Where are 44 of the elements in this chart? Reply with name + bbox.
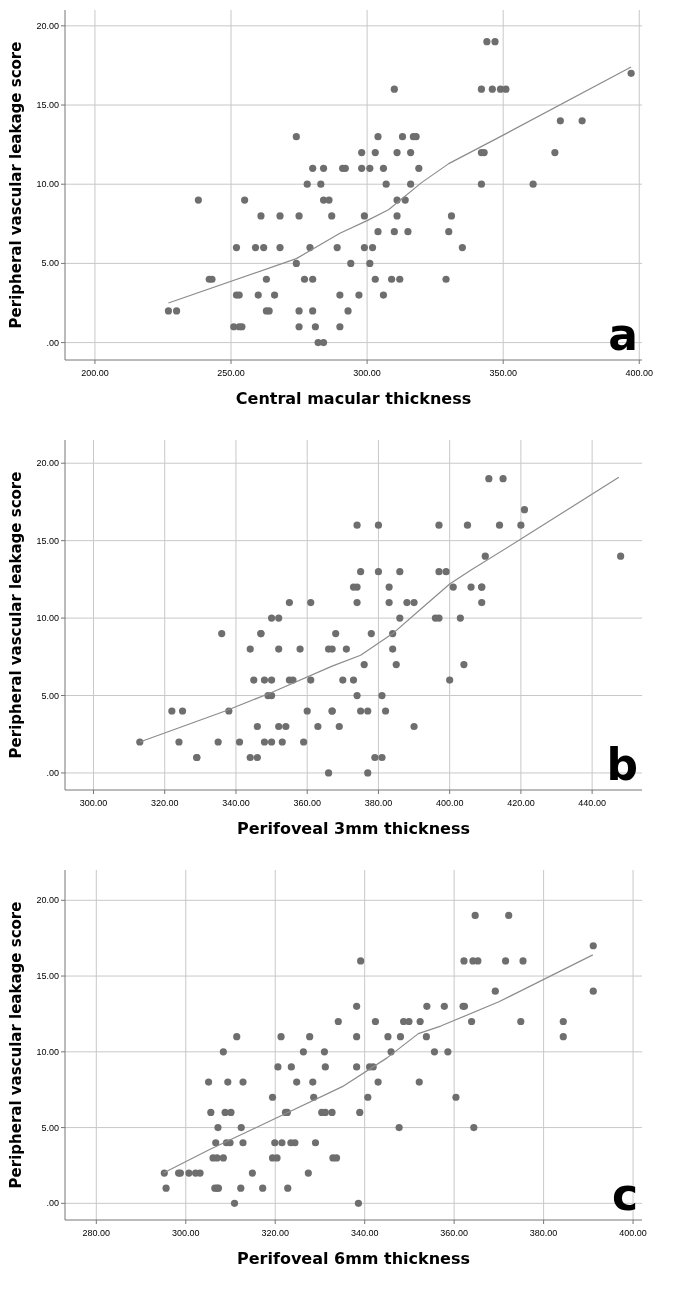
annotation: c [611, 1169, 638, 1220]
y-tick-label: .00 [46, 1198, 59, 1209]
x-tick-label: 420.00 [507, 798, 535, 808]
x-tick-label: 400.00 [619, 1228, 647, 1238]
x-tick-label: 320.00 [261, 1228, 289, 1238]
x-tick-label: 400.00 [625, 368, 654, 378]
x-tick-label: 360.00 [293, 798, 321, 808]
y-tick-label: .00 [46, 337, 59, 348]
x-axis-title: Perifoveal 3mm thickness [236, 819, 471, 838]
annotation: b [606, 739, 638, 790]
y-axis-title: Peripheral vascular leakage score [7, 41, 25, 329]
x-axis-title: Central macular thickness [235, 389, 472, 408]
y-tick-label: 15.00 [36, 971, 59, 982]
y-tick-label: 20.00 [36, 895, 59, 906]
x-tick-label: 350.00 [489, 368, 517, 378]
x-tick-label: 440.00 [578, 798, 606, 808]
y-tick-label: 5.00 [41, 258, 59, 269]
x-tick-label: 280.00 [82, 1228, 111, 1238]
y-axis-title: Peripheral vascular leakage score [7, 901, 25, 1189]
annotation: a [608, 309, 638, 360]
y-tick-label: 5.00 [41, 1122, 59, 1133]
y-tick-label: 20.00 [36, 458, 59, 469]
y-axis-title: Peripheral vascular leakage score [7, 471, 25, 759]
x-tick-label: 380.00 [529, 1228, 558, 1238]
y-tick-label: 15.00 [36, 535, 59, 546]
y-tick-label: 5.00 [41, 690, 59, 701]
x-tick-label: 320.00 [150, 798, 179, 808]
x-tick-label: 300.00 [353, 368, 381, 378]
x-tick-label: 250.00 [217, 368, 245, 378]
y-tick-label: .00 [46, 767, 59, 778]
x-tick-label: 360.00 [440, 1228, 468, 1238]
x-tick-label: 380.00 [364, 798, 393, 808]
x-tick-label: 300.00 [172, 1228, 200, 1238]
y-tick-label: 20.00 [36, 20, 59, 31]
x-axis-title: Perifoveal 6mm thickness [236, 1249, 471, 1268]
x-tick-label: 340.00 [350, 1228, 379, 1238]
x-tick-label: 300.00 [79, 798, 108, 808]
y-tick-label: 10.00 [36, 179, 59, 190]
y-tick-label: 10.00 [36, 613, 59, 624]
y-tick-label: 15.00 [36, 100, 59, 111]
y-tick-label: 10.00 [36, 1046, 59, 1057]
x-tick-label: 340.00 [222, 798, 250, 808]
x-tick-label: 200.00 [81, 368, 109, 378]
x-tick-label: 400.00 [435, 798, 464, 808]
